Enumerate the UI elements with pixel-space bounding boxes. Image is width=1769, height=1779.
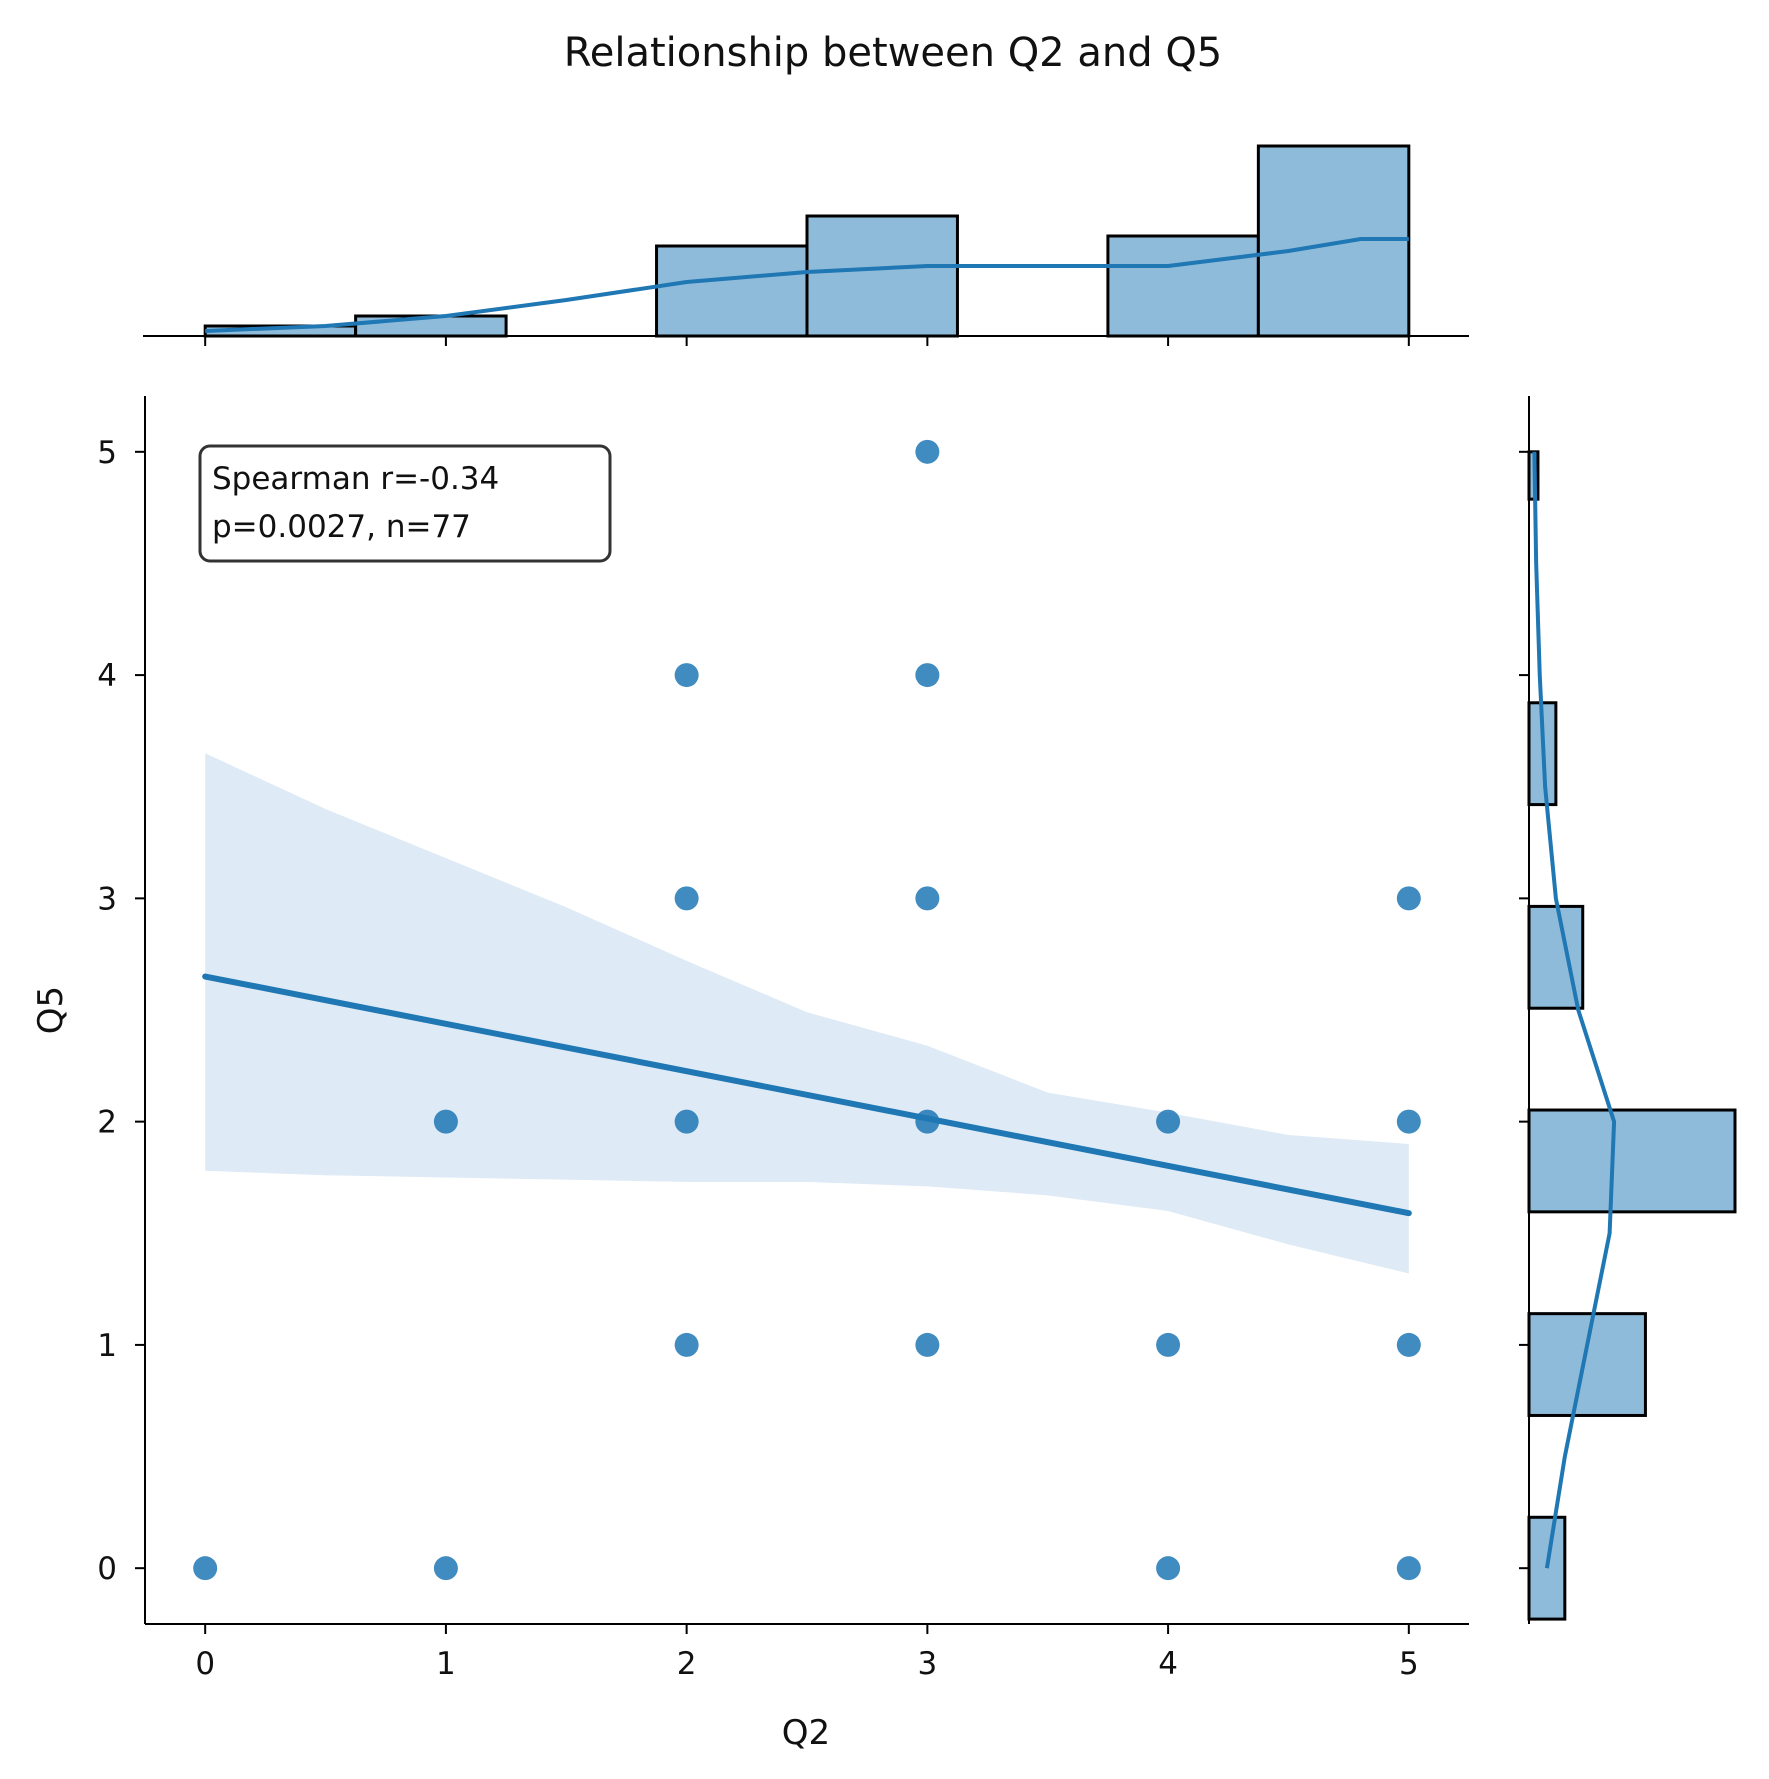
scatter-point-15 xyxy=(1396,1556,1421,1581)
scatter-point-1 xyxy=(433,1556,458,1581)
x-tick-label-2: 2 xyxy=(677,1646,697,1682)
scatter-point-2 xyxy=(433,1109,458,1134)
x-tick-label-0: 0 xyxy=(195,1646,215,1682)
scatter-plot: 0 1 2 3 4 5 0 1 2 3 4 5 xyxy=(97,396,1469,1682)
y-tick-label-5: 5 xyxy=(97,435,117,471)
scatter-point-6 xyxy=(674,663,699,688)
confidence-band xyxy=(205,753,1409,1274)
marginal-x-bar-6 xyxy=(1106,234,1260,338)
x-tick-label-3: 3 xyxy=(917,1646,937,1682)
marginal-y-histogram xyxy=(1519,396,1737,1624)
marginal-y-bar-2 xyxy=(1527,1108,1737,1214)
marginal-y-bar-1 xyxy=(1527,1312,1647,1417)
scatter-point-17 xyxy=(1396,1109,1421,1134)
scatter-point-10 xyxy=(915,663,940,688)
marginal-x-bar-4 xyxy=(805,214,959,338)
y-tick-label-1: 1 xyxy=(97,1328,117,1364)
x-tick-label-5: 5 xyxy=(1399,1646,1419,1682)
scatter-point-18 xyxy=(1396,886,1421,911)
y-tick-label-0: 0 xyxy=(97,1551,117,1587)
scatter-point-14 xyxy=(1156,1109,1181,1134)
marginal-x-bar-3 xyxy=(655,244,809,338)
scatter-point-0 xyxy=(193,1556,218,1581)
regression-line xyxy=(202,973,1412,1217)
x-tick-label-1: 1 xyxy=(436,1646,456,1682)
marginal-x-histogram xyxy=(143,144,1469,346)
scatter-point-9 xyxy=(915,886,940,911)
stats-annotation: Spearman r=-0.34 p=0.0027, n=77 xyxy=(198,444,612,563)
x-axis-label: Q2 xyxy=(782,1713,830,1753)
y-tick-label-2: 2 xyxy=(97,1105,117,1141)
marginal-y-bar-0 xyxy=(1527,1515,1567,1621)
scatter-point-4 xyxy=(674,1109,699,1134)
annotation-line-1: Spearman r=-0.34 xyxy=(212,461,499,497)
scatter-point-16 xyxy=(1396,1332,1421,1357)
y-tick-label-4: 4 xyxy=(97,658,117,694)
marginal-y-kde-curve xyxy=(1532,451,1617,1569)
scatter-point-12 xyxy=(1156,1556,1181,1581)
scatter-point-7 xyxy=(915,1332,940,1357)
y-axis-label: Q5 xyxy=(31,986,71,1034)
scatter-point-11 xyxy=(915,439,940,464)
scatter-point-5 xyxy=(674,886,699,911)
chart-title: Relationship between Q2 and Q5 xyxy=(564,30,1223,76)
annotation-box xyxy=(198,444,612,563)
scatter-point-13 xyxy=(1156,1332,1181,1357)
annotation-line-2: p=0.0027, n=77 xyxy=(212,509,471,545)
marginal-x-kde-curve xyxy=(205,237,1409,333)
scatter-point-3 xyxy=(674,1332,699,1357)
x-tick-label-4: 4 xyxy=(1158,1646,1178,1682)
y-tick-label-3: 3 xyxy=(97,881,117,917)
